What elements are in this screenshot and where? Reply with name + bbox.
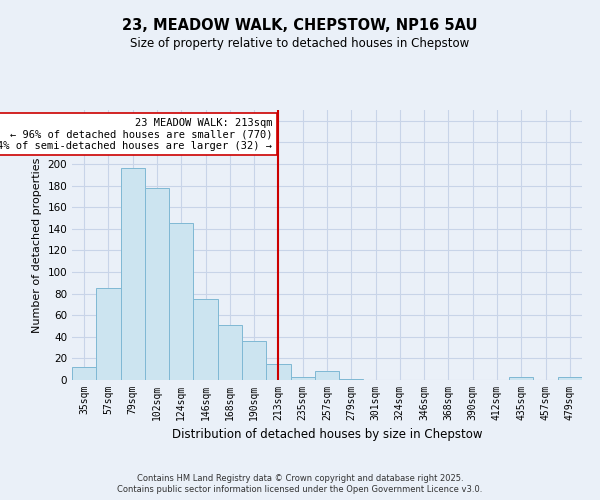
Bar bbox=[145, 188, 169, 380]
Bar bbox=[509, 377, 533, 380]
Bar bbox=[193, 299, 218, 380]
Bar bbox=[558, 377, 582, 380]
Bar bbox=[72, 367, 96, 380]
Bar bbox=[218, 325, 242, 380]
Bar bbox=[242, 341, 266, 380]
Bar bbox=[315, 372, 339, 380]
Bar bbox=[266, 364, 290, 380]
Text: 23, MEADOW WALK, CHEPSTOW, NP16 5AU: 23, MEADOW WALK, CHEPSTOW, NP16 5AU bbox=[122, 18, 478, 32]
Bar bbox=[96, 288, 121, 380]
Text: 23 MEADOW WALK: 213sqm
← 96% of detached houses are smaller (770)
4% of semi-det: 23 MEADOW WALK: 213sqm ← 96% of detached… bbox=[0, 118, 272, 151]
Bar bbox=[339, 379, 364, 380]
Bar bbox=[290, 377, 315, 380]
Y-axis label: Number of detached properties: Number of detached properties bbox=[32, 158, 42, 332]
Bar bbox=[121, 168, 145, 380]
Bar bbox=[169, 224, 193, 380]
Text: Size of property relative to detached houses in Chepstow: Size of property relative to detached ho… bbox=[130, 38, 470, 51]
X-axis label: Distribution of detached houses by size in Chepstow: Distribution of detached houses by size … bbox=[172, 428, 482, 442]
Text: Contains HM Land Registry data © Crown copyright and database right 2025.
Contai: Contains HM Land Registry data © Crown c… bbox=[118, 474, 482, 494]
